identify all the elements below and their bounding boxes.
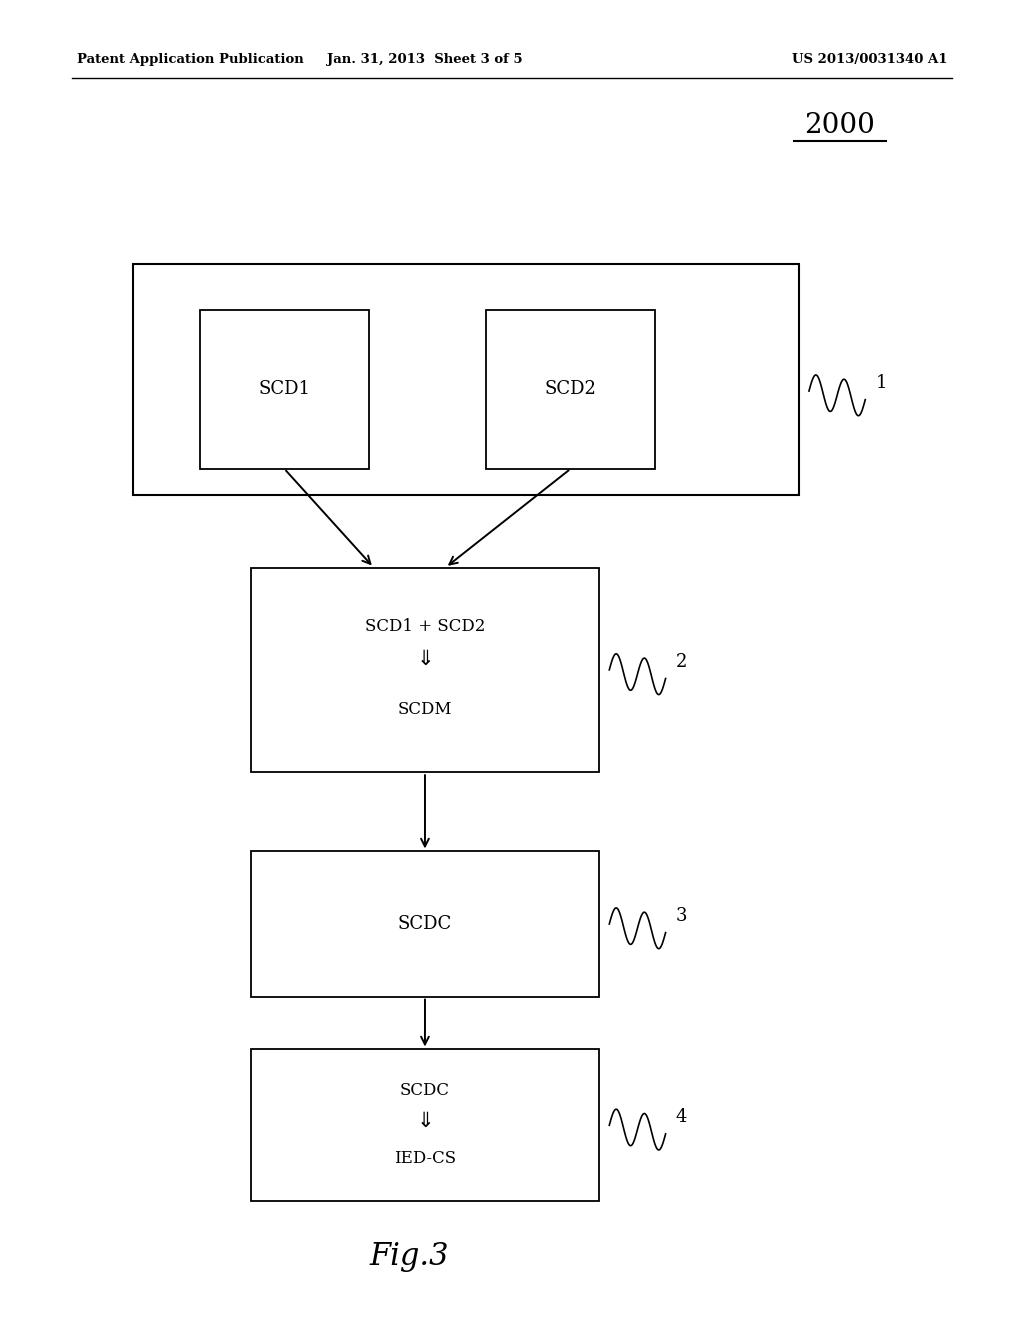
Text: SCDC: SCDC xyxy=(398,915,452,933)
Text: SCD1 + SCD2: SCD1 + SCD2 xyxy=(365,618,485,635)
Text: Fig.3: Fig.3 xyxy=(370,1241,450,1272)
Text: 2000: 2000 xyxy=(804,112,876,139)
Text: Jan. 31, 2013  Sheet 3 of 5: Jan. 31, 2013 Sheet 3 of 5 xyxy=(327,53,523,66)
Text: SCD2: SCD2 xyxy=(545,380,597,399)
Text: ⇓: ⇓ xyxy=(416,1111,434,1131)
Text: SCDC: SCDC xyxy=(400,1082,450,1100)
Text: IED-CS: IED-CS xyxy=(394,1150,456,1167)
Bar xyxy=(251,568,599,772)
Text: 2: 2 xyxy=(676,653,687,671)
Text: ⇓: ⇓ xyxy=(416,649,434,669)
Bar xyxy=(486,310,655,469)
Text: 4: 4 xyxy=(676,1109,687,1126)
Text: US 2013/0031340 A1: US 2013/0031340 A1 xyxy=(792,53,947,66)
Bar xyxy=(133,264,799,495)
Text: SCD1: SCD1 xyxy=(258,380,310,399)
Text: 1: 1 xyxy=(876,374,887,392)
Text: SCDM: SCDM xyxy=(397,701,453,718)
Text: 3: 3 xyxy=(676,907,687,925)
Text: Patent Application Publication: Patent Application Publication xyxy=(77,53,303,66)
Bar xyxy=(251,1049,599,1201)
Bar xyxy=(200,310,369,469)
Bar xyxy=(251,851,599,997)
